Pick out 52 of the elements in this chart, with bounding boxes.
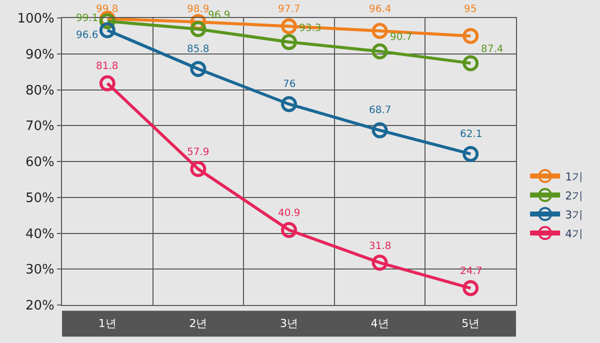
point <box>190 60 206 77</box>
point <box>99 22 116 38</box>
point <box>372 122 388 138</box>
legend-label: 1기 <box>565 170 584 184</box>
point <box>99 75 116 92</box>
y-tick-label: 40% <box>25 226 54 242</box>
x-tick-label: 4년 <box>370 317 389 330</box>
data-label: 96.4 <box>369 4 392 15</box>
point <box>281 96 297 112</box>
data-label: 31.8 <box>369 241 392 252</box>
data-label: 90.7 <box>390 32 412 43</box>
y-tick-label: 20% <box>25 298 54 314</box>
y-tick-label: 100% <box>17 12 54 27</box>
y-tick-label: 30% <box>25 262 54 278</box>
y-tick-label: 80% <box>25 83 54 98</box>
data-label: 99.8 <box>96 4 118 15</box>
x-tick-label: 1년 <box>98 317 116 330</box>
data-label: 96.6 <box>76 30 98 41</box>
legend-label: 4기 <box>565 227 584 240</box>
point <box>462 55 479 72</box>
point <box>372 43 388 60</box>
legend-label: 2기 <box>565 189 584 202</box>
data-label: 81.8 <box>96 61 118 72</box>
point <box>281 34 297 50</box>
y-tick-label: 70% <box>25 119 54 134</box>
point <box>462 280 479 296</box>
point <box>462 28 479 44</box>
point <box>281 18 297 34</box>
y-tick-label: 50% <box>25 190 54 206</box>
data-label: 76 <box>283 79 296 90</box>
data-label: 57.9 <box>187 147 210 158</box>
data-label: 68.7 <box>369 105 392 116</box>
point <box>372 22 388 39</box>
x-tick-label: 2년 <box>189 317 208 330</box>
data-label: 98.9 <box>187 4 210 15</box>
legend-label: 3기 <box>565 208 584 222</box>
point <box>372 254 388 271</box>
data-label: 62.1 <box>460 129 482 140</box>
data-label: 40.9 <box>278 208 300 219</box>
data-label: 95 <box>464 4 477 15</box>
data-label: 87.4 <box>481 44 504 55</box>
y-tick-label: 90% <box>25 47 54 62</box>
point <box>462 146 479 162</box>
point <box>281 222 297 238</box>
x-tick-label: 3년 <box>280 317 298 330</box>
data-label: 85.8 <box>187 44 210 55</box>
point <box>190 161 206 178</box>
data-label: 97.7 <box>278 4 300 15</box>
x-tick-label: 5년 <box>462 317 480 330</box>
point <box>190 21 206 38</box>
y-tick-label: 60% <box>25 155 54 170</box>
data-label: 24.7 <box>460 266 482 277</box>
